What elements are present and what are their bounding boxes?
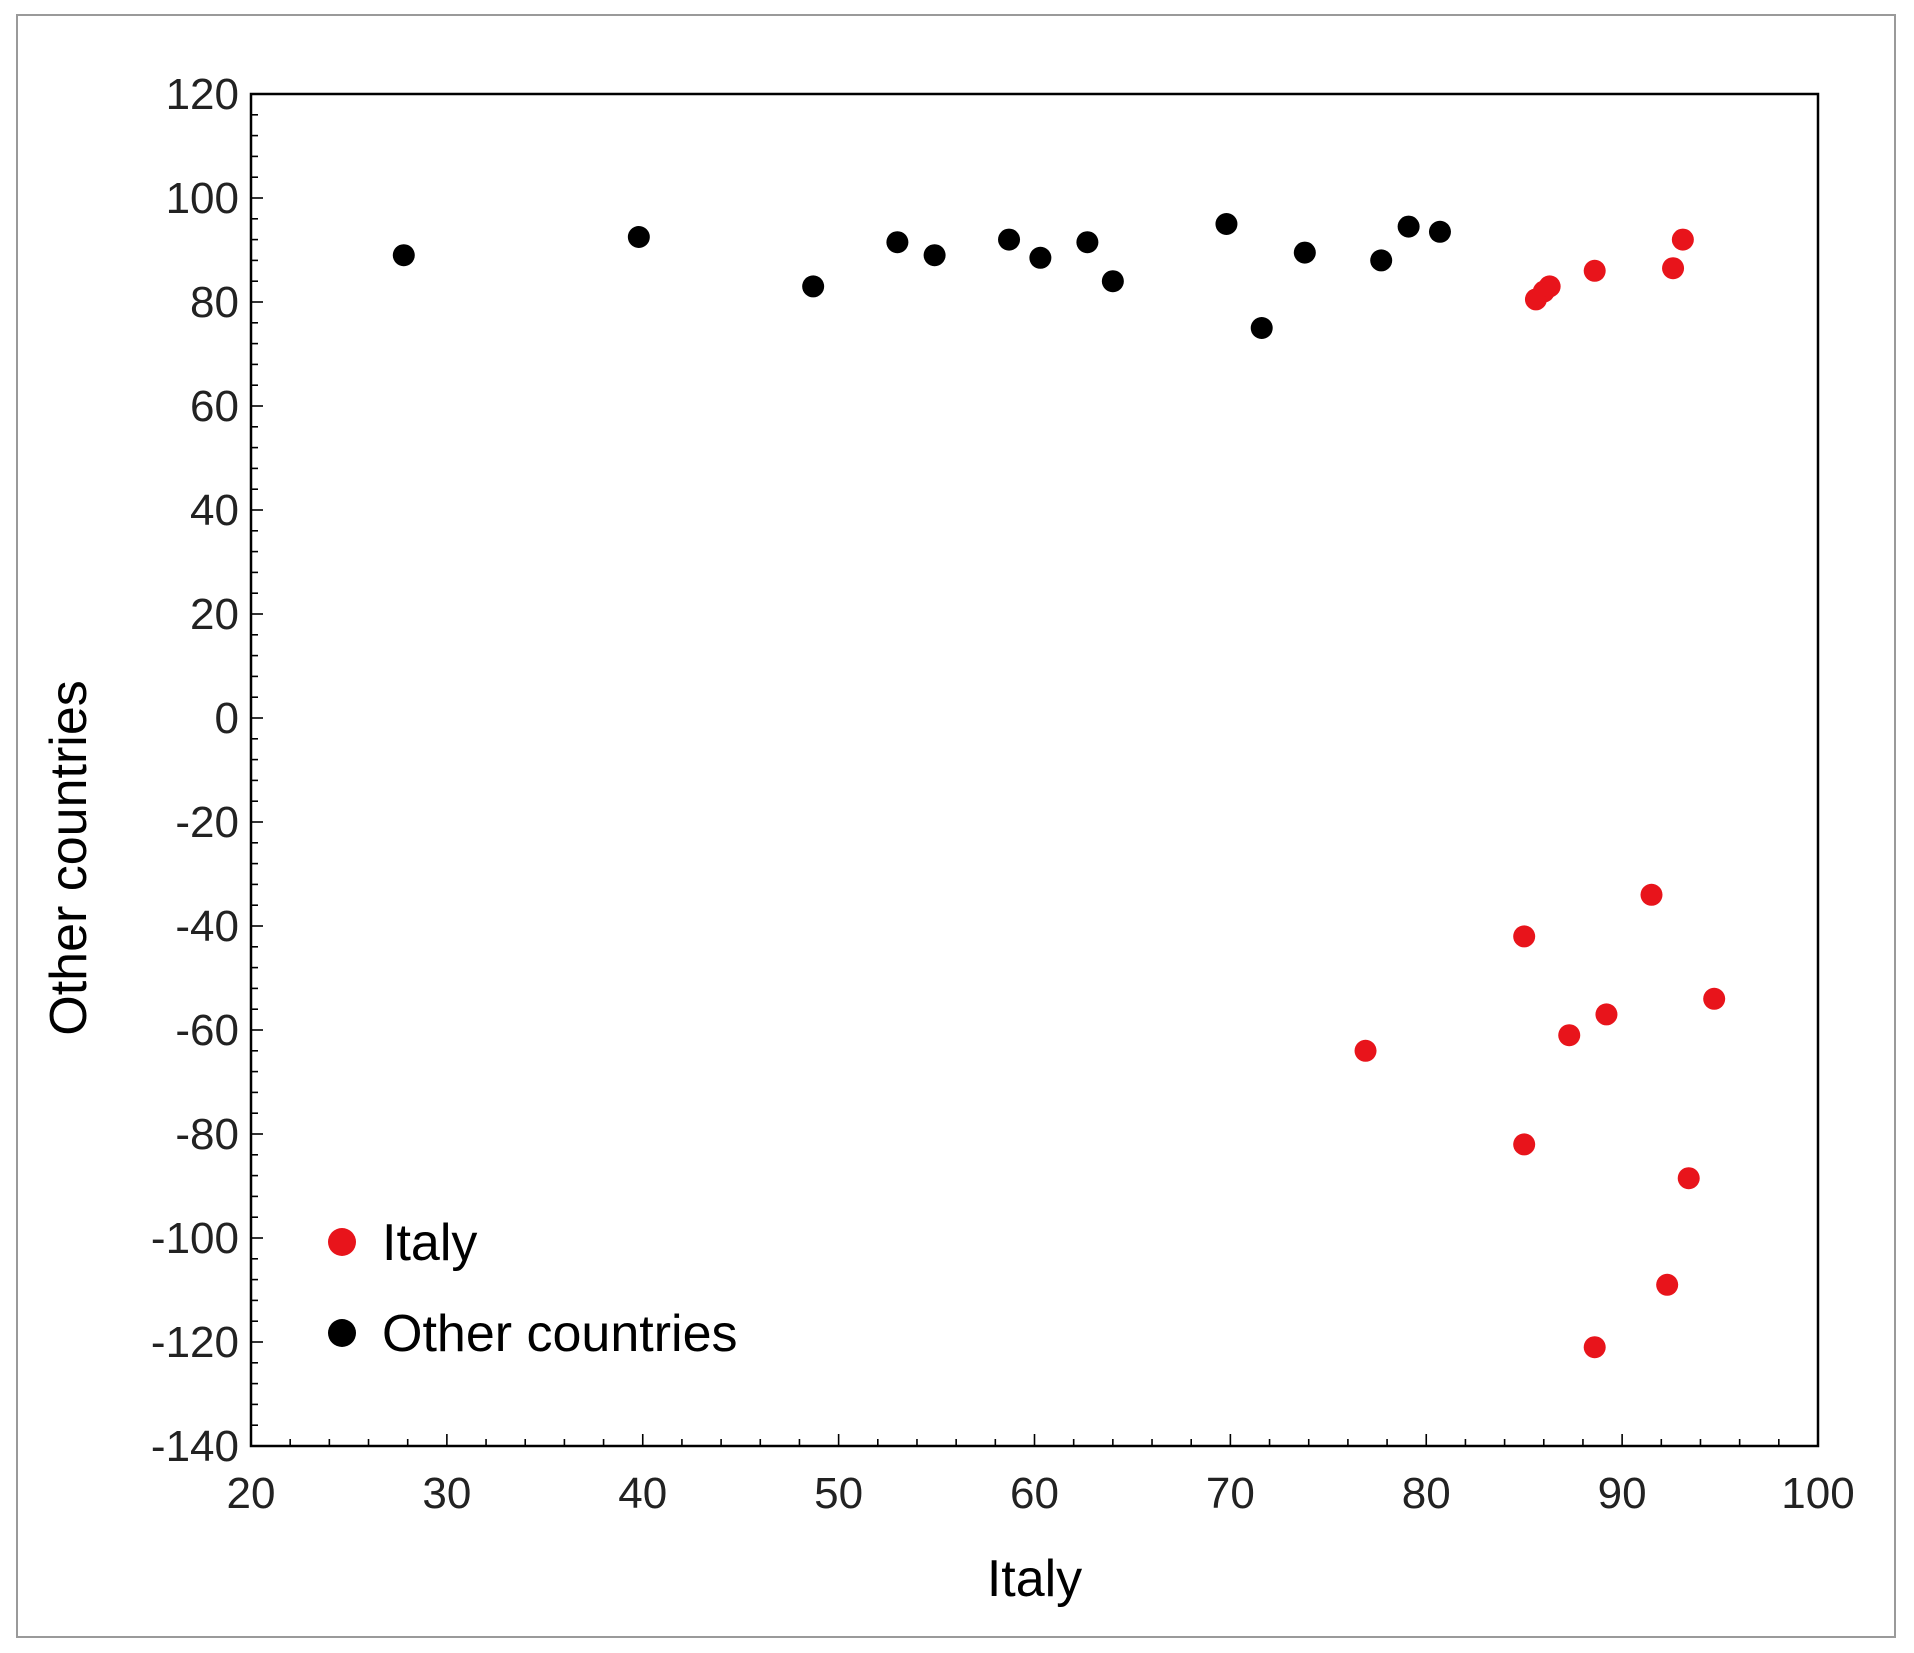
y-tick-label: 0 [215,694,239,743]
legend: Italy Other countries [328,1214,738,1363]
x-axis-ticks [250,1434,1819,1446]
y-tick-label: 120 [166,70,239,119]
y-tick-label: -140 [151,1422,239,1471]
y-tick-label: -60 [175,1006,239,1055]
x-tick-label: 90 [1598,1469,1647,1518]
data-point-italy [1662,257,1685,280]
data-point-other-countries [1076,231,1099,254]
y-axis-tick-labels: -140 -120 -100 -80 -60 -40 -20 0 20 40 60 80 100 120 [151,70,239,1471]
data-point-italy [1354,1039,1377,1062]
y-axis-title: Other countries [40,680,98,1036]
data-point-italy [1583,1336,1606,1359]
data-point-other-countries [1293,241,1316,264]
x-tick-label: 70 [1206,1469,1255,1518]
y-tick-label: -20 [175,798,239,847]
y-tick-label: 20 [190,590,239,639]
data-point-italy [1595,1003,1618,1026]
x-axis-tick-labels: 20 30 40 50 60 70 80 90 100 [227,1469,1855,1518]
data-point-other-countries [1215,213,1238,235]
y-tick-label: -100 [151,1214,239,1263]
legend-marker-other-countries [328,1319,356,1347]
y-tick-label: -80 [175,1110,239,1159]
data-point-other-countries [998,228,1021,251]
data-point-italy [1538,275,1561,298]
data-point-other-countries [1428,220,1451,243]
x-tick-label: 60 [1010,1469,1059,1518]
legend-marker-italy [328,1228,356,1256]
data-point-other-countries [923,244,946,267]
x-tick-label: 40 [618,1469,667,1518]
y-axis-ticks [251,93,263,1447]
legend-label-italy: Italy [382,1214,477,1272]
y-tick-label: 100 [166,174,239,223]
data-point-other-countries [1397,215,1420,238]
data-point-other-countries [886,231,909,254]
data-point-italy [1671,228,1694,251]
y-tick-label: -120 [151,1318,239,1367]
data-point-italy [1677,1167,1700,1190]
data-point-italy [1513,925,1536,948]
plot-area [249,92,1820,1448]
data-point-other-countries [1370,249,1393,272]
data-point-italy [1583,259,1606,282]
y-tick-label: -40 [175,902,239,951]
legend-label-other-countries: Other countries [382,1305,738,1363]
data-point-other-countries [392,244,415,267]
data-point-italy [1513,1133,1536,1156]
scatter-chart: -140-120-100-80-60-40-20020406080100120 … [40,70,1855,1608]
chart-frame: -140 -120 -100 -80 -60 -40 -20 0 20 40 60 80 100 120 … [16,14,1896,1638]
x-tick-label: 100 [1781,1469,1854,1518]
data-point-other-countries [627,226,650,248]
data-point-italy [1656,1273,1679,1296]
y-tick-label: 40 [190,486,239,535]
x-tick-label: 20 [227,1469,276,1518]
data-point-other-countries [802,275,825,298]
x-tick-label: 80 [1402,1469,1451,1518]
y-tick-label: 60 [190,382,239,431]
x-axis-title: Italy [987,1550,1082,1608]
data-point-other-countries [1101,270,1124,293]
data-point-italy [1703,987,1726,1010]
data-point-other-countries [1029,246,1052,269]
data-point-other-countries [1250,317,1273,339]
data-point-italy [1558,1024,1581,1047]
x-tick-label: 50 [814,1469,863,1518]
data-points [392,213,1726,1359]
y-tick-label: 80 [190,278,239,327]
data-point-italy [1640,883,1663,906]
x-tick-label: 30 [422,1469,471,1518]
